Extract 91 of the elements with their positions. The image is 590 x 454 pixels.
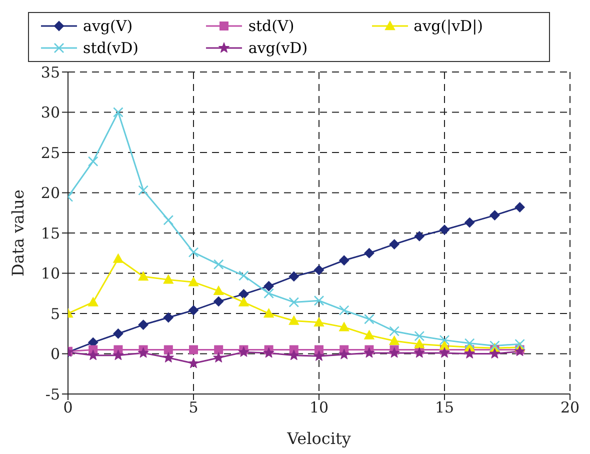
point bbox=[388, 347, 400, 358]
point bbox=[464, 348, 476, 358]
legend-label: std(V) bbox=[248, 17, 294, 35]
point bbox=[138, 347, 149, 358]
point bbox=[138, 320, 148, 330]
point bbox=[188, 358, 199, 368]
y-axis-title: Data value bbox=[8, 190, 28, 276]
y-tick-label: 15 bbox=[40, 224, 60, 242]
point bbox=[440, 224, 450, 235]
point bbox=[113, 254, 124, 263]
point bbox=[314, 265, 324, 276]
y-tick-label: 30 bbox=[40, 104, 60, 122]
point bbox=[214, 296, 224, 306]
point bbox=[414, 347, 425, 358]
y-tick-label: 20 bbox=[40, 184, 60, 202]
point bbox=[113, 107, 124, 118]
point bbox=[439, 347, 450, 358]
point bbox=[238, 270, 249, 281]
x-tick-label: 10 bbox=[309, 398, 329, 417]
point bbox=[288, 350, 300, 360]
point bbox=[364, 330, 374, 340]
legend-label: avg(V) bbox=[83, 17, 133, 35]
x-tick-label: 5 bbox=[188, 398, 198, 417]
point bbox=[138, 271, 148, 281]
point bbox=[389, 239, 400, 250]
point bbox=[163, 274, 174, 284]
point bbox=[314, 317, 324, 326]
point bbox=[164, 345, 173, 354]
point bbox=[163, 214, 174, 226]
x-tick-label: 15 bbox=[434, 398, 454, 417]
point bbox=[339, 255, 350, 266]
point bbox=[214, 345, 224, 354]
point bbox=[464, 338, 475, 348]
point bbox=[288, 297, 300, 308]
x-tick-label: 20 bbox=[560, 398, 580, 417]
y-tick-label: 0 bbox=[50, 345, 60, 364]
point bbox=[238, 297, 249, 306]
legend-label: avg(|vD|) bbox=[414, 17, 483, 35]
point bbox=[364, 314, 374, 324]
point bbox=[364, 347, 375, 358]
legend-label: std(vD) bbox=[83, 39, 139, 57]
point bbox=[288, 316, 299, 325]
point bbox=[364, 248, 374, 258]
point bbox=[338, 348, 350, 360]
point bbox=[138, 185, 148, 196]
point bbox=[188, 247, 199, 258]
point bbox=[263, 347, 274, 358]
y-tick-label: 25 bbox=[40, 144, 60, 162]
point bbox=[440, 340, 450, 350]
point bbox=[489, 348, 500, 358]
x-axis-title: Velocity bbox=[286, 429, 351, 448]
point bbox=[439, 334, 450, 346]
point bbox=[214, 286, 224, 296]
point bbox=[414, 231, 424, 242]
point bbox=[213, 259, 224, 270]
x-tick-label: 0 bbox=[63, 398, 73, 417]
point bbox=[112, 350, 124, 360]
y-tick-label: -5 bbox=[45, 385, 60, 404]
point bbox=[213, 352, 224, 362]
point bbox=[338, 305, 350, 316]
point bbox=[464, 218, 475, 228]
point bbox=[238, 289, 249, 300]
point bbox=[264, 281, 274, 292]
point bbox=[264, 308, 274, 318]
point bbox=[163, 312, 174, 323]
point bbox=[238, 346, 250, 357]
y-tick-label: 35 bbox=[40, 63, 60, 82]
y-tick-label: 10 bbox=[40, 264, 60, 283]
point bbox=[314, 345, 324, 354]
point bbox=[314, 350, 324, 361]
point bbox=[288, 271, 299, 282]
point bbox=[188, 305, 198, 316]
point bbox=[189, 345, 198, 354]
point bbox=[113, 328, 124, 339]
point bbox=[490, 210, 500, 220]
legend-label: avg(vD) bbox=[248, 39, 308, 57]
point bbox=[162, 352, 174, 362]
point bbox=[414, 330, 425, 342]
point bbox=[339, 322, 350, 332]
y-tick-label: 5 bbox=[50, 304, 60, 323]
point bbox=[188, 277, 198, 286]
point bbox=[88, 156, 98, 167]
point bbox=[514, 202, 525, 212]
point bbox=[389, 326, 400, 336]
point bbox=[389, 336, 400, 345]
point bbox=[88, 350, 99, 360]
point bbox=[514, 338, 525, 350]
point bbox=[414, 339, 424, 348]
point bbox=[314, 295, 324, 306]
point bbox=[88, 297, 98, 306]
point bbox=[264, 288, 274, 299]
